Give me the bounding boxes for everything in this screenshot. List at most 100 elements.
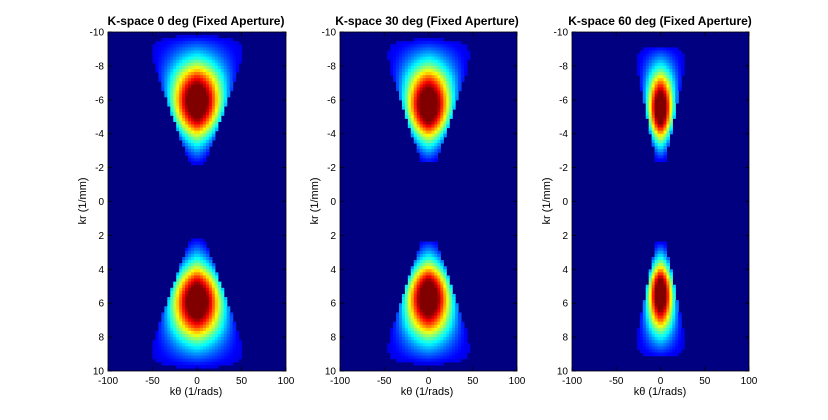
heatmap-cell <box>657 309 662 314</box>
heatmap-cell <box>446 50 450 55</box>
heatmap-cell <box>419 284 424 289</box>
heatmap-cell <box>226 65 231 70</box>
heatmap-cell <box>179 290 183 295</box>
heatmap-cell <box>636 327 641 332</box>
heatmap-cell <box>446 343 450 347</box>
heatmap-cell <box>422 155 427 159</box>
heatmap-cell <box>666 303 670 307</box>
heatmap-cell <box>428 38 433 42</box>
heatmap-cell <box>636 62 641 67</box>
heatmap-cell <box>202 139 207 144</box>
heatmap-cell <box>425 247 430 252</box>
heatmap-cell <box>416 146 421 150</box>
heatmap-cell <box>220 343 225 347</box>
heatmap-cell <box>425 343 430 347</box>
heatmap-cell <box>208 62 213 67</box>
heatmap-cell <box>651 318 656 323</box>
heatmap-cell <box>410 68 415 73</box>
heatmap-cell <box>173 50 177 55</box>
heatmap-cell <box>672 105 676 110</box>
heatmap-cell <box>663 78 667 82</box>
heatmap-cell <box>419 300 424 304</box>
heatmap-cell <box>460 56 465 61</box>
heatmap-cell <box>191 41 195 45</box>
heatmap-cell <box>199 352 204 357</box>
heatmap-cell <box>182 349 186 354</box>
heatmap-cell <box>170 109 174 113</box>
heatmap-cell <box>651 306 656 310</box>
heatmap-cell <box>419 84 424 89</box>
heatmap-cell <box>194 35 198 39</box>
heatmap-cell <box>170 90 174 95</box>
heatmap-cell <box>199 105 204 110</box>
heatmap-cell <box>657 139 662 144</box>
heatmap-cell <box>182 142 186 147</box>
heatmap-cell <box>197 139 201 144</box>
heatmap-cell <box>666 62 670 67</box>
heatmap-cell <box>155 44 160 49</box>
heatmap-cell <box>431 149 435 153</box>
heatmap-cell <box>199 53 204 58</box>
heatmap-cell <box>191 300 195 304</box>
heatmap-cell <box>669 50 673 55</box>
heatmap-cell <box>202 105 207 110</box>
heatmap-cell <box>416 102 421 107</box>
heatmap-cell <box>422 315 427 320</box>
heatmap-cell <box>660 99 665 104</box>
heatmap-cell <box>208 133 213 138</box>
heatmap-cell <box>663 121 667 126</box>
x-tick-label: -100 <box>330 376 350 387</box>
heatmap-cell <box>675 324 679 329</box>
heatmap-cell <box>396 56 400 61</box>
heatmap-cell <box>194 340 198 344</box>
heatmap-cell <box>238 340 243 344</box>
heatmap-cell <box>437 266 441 270</box>
heatmap-cell <box>197 93 201 98</box>
heatmap-cell <box>191 256 195 261</box>
heatmap-cell <box>645 68 650 73</box>
heatmap-cell <box>660 297 665 301</box>
heatmap-cell <box>660 284 665 289</box>
heatmap-cell <box>425 142 430 147</box>
heatmap-cell <box>654 62 659 67</box>
heatmap-cell <box>155 358 160 363</box>
heatmap-cell <box>422 318 427 323</box>
heatmap-cell <box>428 81 433 85</box>
heatmap-cell <box>396 47 400 52</box>
heatmap-cell <box>404 330 409 335</box>
heatmap-cell <box>161 84 165 89</box>
heatmap-cell <box>648 53 653 58</box>
heatmap-cell <box>167 78 171 82</box>
heatmap-cell <box>197 278 201 283</box>
heatmap-cell <box>669 346 673 351</box>
heatmap-cell <box>666 318 670 323</box>
heatmap-cell <box>648 297 653 301</box>
heatmap-cell <box>208 346 213 351</box>
heatmap-cell <box>437 275 441 280</box>
heatmap-cell <box>179 127 183 132</box>
heatmap-cell <box>197 321 201 326</box>
heatmap-cell <box>188 300 192 304</box>
heatmap-cell <box>437 250 441 255</box>
heatmap-cell <box>188 155 192 159</box>
heatmap-cell <box>152 53 157 58</box>
heatmap-cell <box>205 343 210 347</box>
heatmap-cell <box>443 81 447 85</box>
heatmap-cell <box>413 81 418 85</box>
heatmap-cell <box>197 96 201 101</box>
heatmap-cell <box>182 324 186 329</box>
heatmap-cell <box>390 327 394 332</box>
heatmap-cell <box>648 72 653 76</box>
heatmap-cell <box>232 346 237 351</box>
heatmap-cell <box>425 349 430 354</box>
heatmap-cell <box>431 136 435 141</box>
heatmap-cell <box>205 272 210 277</box>
heatmap-cell <box>410 272 415 277</box>
heatmap-cell <box>179 358 183 363</box>
heatmap-cell <box>675 300 679 304</box>
heatmap-cell <box>449 303 453 307</box>
heatmap-cell <box>434 62 438 67</box>
heatmap-cell <box>440 133 444 138</box>
heatmap-cell <box>437 337 441 341</box>
heatmap-cell <box>440 272 444 277</box>
